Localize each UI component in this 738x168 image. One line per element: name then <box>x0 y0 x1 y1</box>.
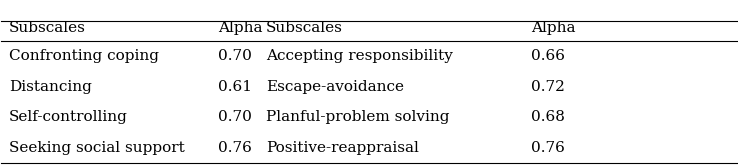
Text: 0.66: 0.66 <box>531 49 565 63</box>
Text: 0.68: 0.68 <box>531 110 565 124</box>
Text: Alpha: Alpha <box>218 21 263 35</box>
Text: Planful-problem solving: Planful-problem solving <box>266 110 449 124</box>
Text: Escape-avoidance: Escape-avoidance <box>266 80 404 94</box>
Text: Subscales: Subscales <box>9 21 86 35</box>
Text: Distancing: Distancing <box>9 80 92 94</box>
Text: 0.61: 0.61 <box>218 80 252 94</box>
Text: Subscales: Subscales <box>266 21 343 35</box>
Text: 0.76: 0.76 <box>531 141 565 155</box>
Text: Self-controlling: Self-controlling <box>9 110 128 124</box>
Text: 0.70: 0.70 <box>218 110 252 124</box>
Text: Seeking social support: Seeking social support <box>9 141 184 155</box>
Text: 0.70: 0.70 <box>218 49 252 63</box>
Text: 0.72: 0.72 <box>531 80 565 94</box>
Text: Confronting coping: Confronting coping <box>9 49 159 63</box>
Text: Positive-reappraisal: Positive-reappraisal <box>266 141 419 155</box>
Text: Alpha: Alpha <box>531 21 575 35</box>
Text: Accepting responsibility: Accepting responsibility <box>266 49 453 63</box>
Text: 0.76: 0.76 <box>218 141 252 155</box>
